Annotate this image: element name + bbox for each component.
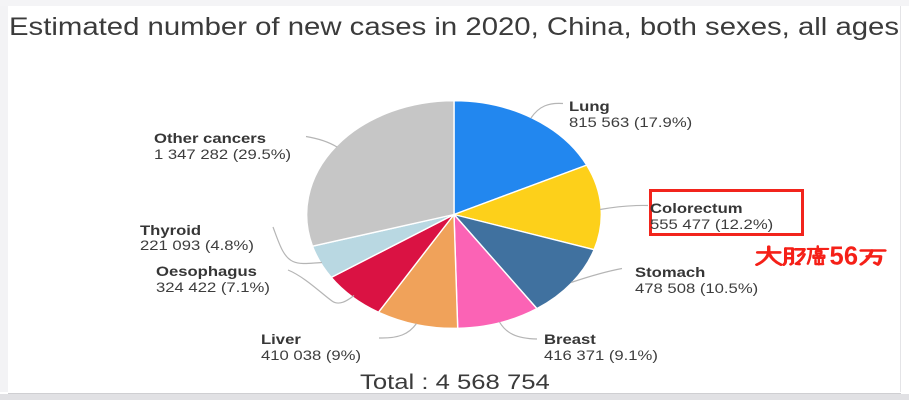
svg-text:56: 56 (830, 243, 859, 271)
